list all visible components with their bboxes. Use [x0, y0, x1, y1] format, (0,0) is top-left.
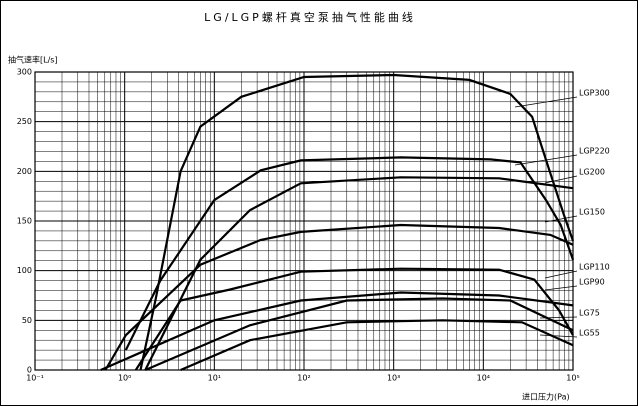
y-tick-label: 200 [17, 167, 32, 176]
series-line [104, 223, 574, 371]
chart-title: LG/LGP螺杆真空泵抽气性能曲线 [204, 10, 416, 24]
x-tick-label: 10¹ [208, 374, 221, 383]
x-tick-label: 10⁰ [118, 374, 131, 383]
series-label: LG55 [579, 329, 600, 338]
x-tick-label: 10⁵ [566, 374, 579, 383]
series-line [144, 176, 574, 371]
leader-line [514, 154, 578, 166]
series-line [100, 291, 574, 372]
leader-line [544, 175, 578, 184]
series-label: LG75 [579, 309, 600, 318]
x-tick-label: 10³ [387, 374, 400, 383]
series-label: LGP110 [579, 263, 610, 272]
y-axis-label: 抽气速率[L/s] [8, 55, 58, 65]
series-line [134, 267, 574, 371]
leader-line [514, 96, 578, 108]
series-line [124, 156, 575, 351]
series-label: LGP300 [579, 89, 610, 98]
y-tick-label: 250 [17, 117, 32, 126]
series-line [144, 297, 574, 372]
x-tick-label: 10⁻¹ [26, 374, 44, 383]
x-tick-label: 10² [297, 374, 310, 383]
series-label: LG150 [579, 208, 605, 217]
leader-line [539, 316, 578, 319]
leader-line [544, 285, 578, 291]
x-tick-label: 10⁴ [477, 374, 490, 383]
series-label: LGP90 [579, 278, 605, 287]
y-tick-label: 0 [27, 366, 32, 375]
leader-line [544, 270, 578, 279]
plot-border [34, 71, 574, 371]
x-axis-label: 进口压力(Pa) [522, 392, 570, 402]
series-line [180, 319, 574, 372]
series-label: LG200 [579, 168, 605, 177]
y-tick-label: 50 [22, 316, 32, 325]
y-tick-label: 150 [17, 217, 32, 226]
leader-line [544, 215, 578, 223]
y-tick-label: 300 [17, 68, 32, 77]
series-label: LGP220 [579, 147, 610, 156]
series-line [139, 73, 575, 371]
y-tick-label: 100 [17, 266, 32, 275]
leader-line [539, 334, 578, 338]
